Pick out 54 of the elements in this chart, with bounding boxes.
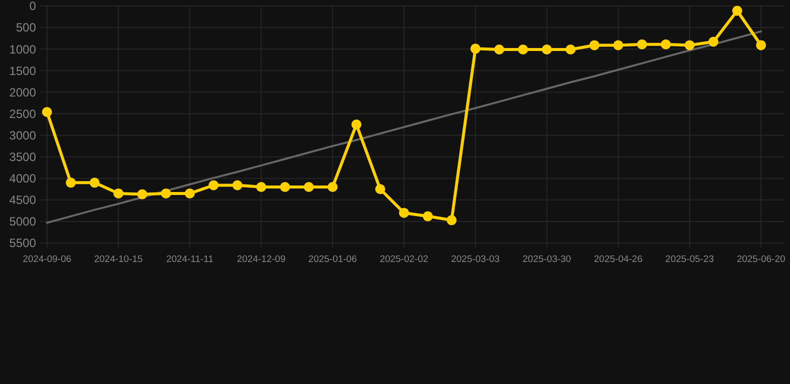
y-tick-label: 500	[16, 20, 36, 35]
point	[351, 120, 362, 130]
y-tick-label: 0	[29, 0, 36, 14]
point	[280, 182, 290, 192]
x-tick-label: 2025-05-23	[665, 254, 714, 265]
x-tick-label: 2024-11-11	[166, 254, 214, 265]
y-tick-label: 5000	[9, 214, 36, 229]
point	[42, 107, 52, 118]
y-tick-label: 3000	[9, 128, 36, 142]
y-tick-label: 5500	[9, 236, 36, 250]
x-tick-label: 2025-03-30	[522, 254, 572, 265]
point	[732, 6, 742, 16]
point	[708, 36, 718, 47]
x-tick-label: 2025-01-06	[308, 254, 357, 265]
y-tick-label: 4000	[9, 172, 36, 186]
point	[184, 188, 195, 198]
point	[494, 44, 504, 55]
x-tick-label: 2024-12-09	[236, 254, 286, 265]
point	[566, 44, 576, 55]
y-tick-label: 2000	[9, 85, 36, 100]
point	[161, 188, 171, 198]
y-tick-label: 3500	[9, 150, 36, 164]
x-tick-label: 2024-09-06	[22, 254, 72, 265]
point	[137, 189, 148, 200]
y-tick-label: 1500	[9, 64, 36, 78]
point	[375, 184, 386, 194]
point	[232, 180, 242, 190]
point	[660, 39, 671, 50]
point	[328, 182, 338, 192]
point	[66, 178, 76, 188]
point	[684, 40, 695, 50]
x-tick-label: 2025-04-26	[594, 254, 643, 265]
point	[90, 178, 100, 188]
point	[304, 182, 314, 192]
point	[113, 188, 124, 198]
point	[542, 44, 552, 55]
y-tick-label: 2500	[9, 106, 36, 121]
point	[470, 44, 480, 54]
x-tick-label: 2025-02-02	[380, 254, 428, 265]
point	[518, 44, 528, 55]
point	[613, 40, 624, 50]
x-tick-label: 2024-10-15	[94, 254, 143, 265]
point	[446, 215, 457, 226]
point	[637, 39, 647, 50]
point	[589, 40, 600, 50]
y-tick-label: 4500	[9, 193, 36, 208]
point	[756, 40, 766, 50]
x-tick-label: 2025-06-20	[736, 254, 786, 265]
x-tick-label: 2025-03-03	[451, 254, 500, 265]
point	[399, 208, 409, 218]
y-tick-label: 1000	[9, 42, 36, 56]
point	[422, 211, 433, 222]
point	[256, 182, 266, 192]
point	[208, 180, 219, 190]
